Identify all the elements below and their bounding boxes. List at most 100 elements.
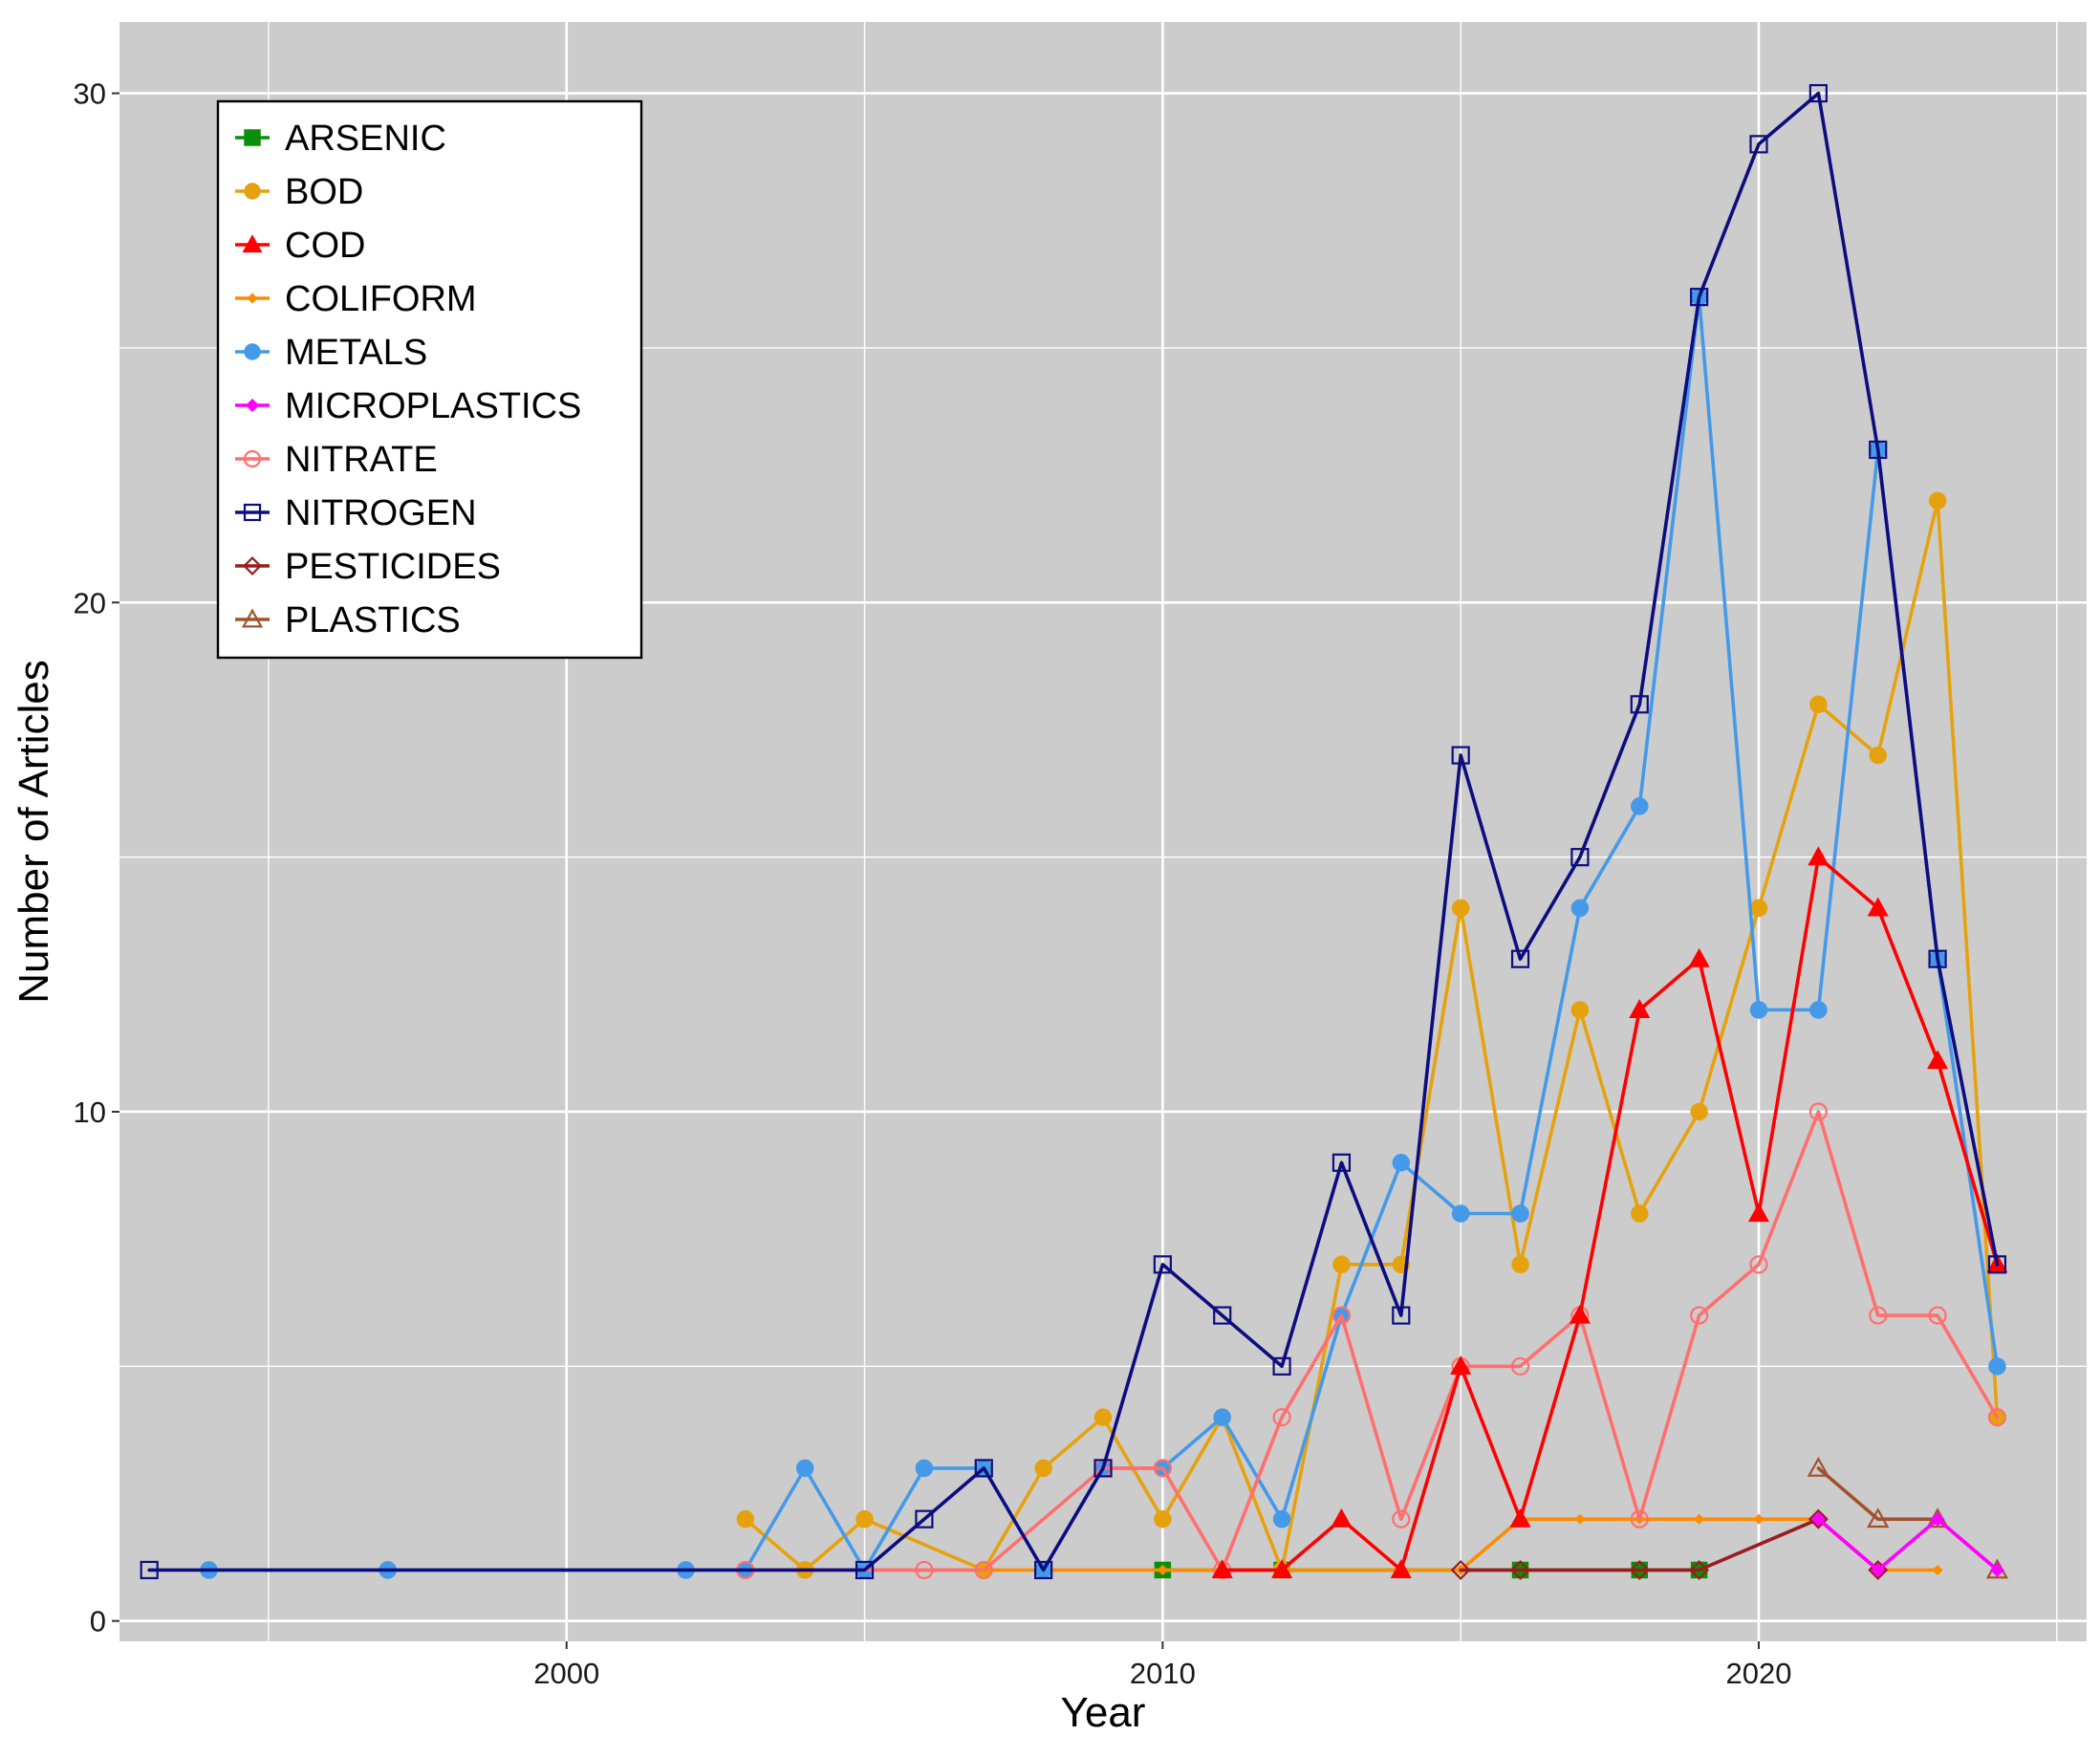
data-point-nitrogen <box>1392 1306 1411 1325</box>
data-point-bod <box>1154 1509 1172 1529</box>
x-tick-label: 2020 <box>1726 1657 1792 1690</box>
data-point-nitrogen <box>1987 1255 2007 1274</box>
series-line-microplastics <box>1816 1517 2000 1573</box>
data-point-coliform <box>1574 1513 1586 1525</box>
data-point-pesticides <box>1629 1559 1650 1580</box>
data-point-cod <box>1629 999 1651 1019</box>
data-point-nitrate <box>1331 1306 1352 1325</box>
data-point-pesticides <box>1510 1559 1531 1580</box>
axes: 2000 2010 2020 0 10 20 30 <box>74 77 1792 1690</box>
x-axis-title: Year <box>1061 1689 1146 1736</box>
data-point-nitrogen <box>140 1560 159 1580</box>
data-point-cod <box>1509 1508 1531 1528</box>
data-point-bod <box>1511 1255 1529 1274</box>
data-point-bod <box>1332 1255 1351 1274</box>
legend-marker-pesticides <box>243 556 262 575</box>
data-point-cod <box>1808 846 1829 866</box>
data-point-nitrate <box>1749 1255 1768 1274</box>
data-point-nitrate <box>1630 1509 1649 1529</box>
legend-item-coliform: COLIFORM <box>235 279 477 319</box>
data-point-metals <box>1809 1001 1828 1019</box>
data-point-bod <box>1809 695 1828 714</box>
legend-marker-cod <box>242 234 263 253</box>
legend-label-plastics: PLASTICS <box>285 600 461 640</box>
legend-item-cod: COD <box>235 226 365 266</box>
data-point-nitrate <box>1928 1306 1947 1325</box>
data-point-nitrogen <box>1510 949 1530 968</box>
data-point-cod <box>1211 1559 1233 1578</box>
legend-label-cod: COD <box>285 226 365 266</box>
data-point-nitrate <box>1153 1459 1172 1478</box>
data-point-metals <box>795 1459 814 1478</box>
data-point-cod <box>1569 1304 1591 1324</box>
data-point-bod <box>1928 491 1947 510</box>
data-point-microplastics <box>1871 1562 1886 1577</box>
data-point-plastics <box>1867 1508 1890 1529</box>
data-point-bod <box>855 1509 874 1529</box>
data-point-nitrogen <box>1690 288 1709 307</box>
x-tick-label: 2010 <box>1130 1657 1196 1690</box>
series-layer <box>140 83 2009 1580</box>
data-point-nitrate <box>1869 1306 1888 1325</box>
data-point-nitrogen <box>1272 1356 1291 1376</box>
data-point-cod <box>1450 1356 1472 1375</box>
series-microplastics <box>1810 1511 2004 1577</box>
data-point-metals <box>1213 1408 1231 1426</box>
data-point-coliform <box>1753 1513 1764 1525</box>
y-tick-label: 20 <box>74 586 106 619</box>
data-point-coliform <box>1694 1513 1705 1525</box>
legend-marker-microplastics <box>245 398 260 413</box>
data-point-bod <box>1869 746 1887 765</box>
y-tick-label: 0 <box>90 1605 106 1638</box>
data-point-metals <box>915 1459 934 1478</box>
data-point-cod <box>1271 1559 1293 1578</box>
data-point-cod <box>1390 1559 1412 1578</box>
data-point-microplastics <box>1810 1511 1826 1527</box>
legend-label-microplastics: MICROPLASTICS <box>285 386 581 426</box>
data-point-nitrogen <box>1630 695 1649 714</box>
data-point-nitrogen <box>1869 440 1888 460</box>
data-point-metals <box>1451 1204 1470 1223</box>
data-point-bod <box>1749 899 1768 918</box>
data-point-nitrogen <box>915 1509 934 1529</box>
data-point-nitrogen <box>1749 135 1768 154</box>
data-point-nitrogen <box>1451 746 1470 765</box>
data-point-bod <box>1034 1459 1052 1478</box>
data-point-nitrogen <box>1570 848 1590 867</box>
legend-item-bod: BOD <box>235 172 363 212</box>
legend-label-nitrogen: NITROGEN <box>285 493 477 533</box>
data-point-coliform <box>1932 1564 1943 1575</box>
data-point-nitrate <box>974 1560 993 1580</box>
data-point-nitrogen <box>1034 1560 1053 1580</box>
legend-item-arsenic: ARSENIC <box>235 119 446 159</box>
data-point-cod <box>1867 897 1889 917</box>
y-tick-label: 30 <box>74 77 106 111</box>
data-point-metals <box>1272 1509 1291 1529</box>
series-line-cod <box>1220 855 2000 1573</box>
legend-item-microplastics: MICROPLASTICS <box>235 386 581 426</box>
legend-item-plastics: PLASTICS <box>235 600 461 640</box>
legend-label-coliform: COLIFORM <box>285 279 477 319</box>
data-point-nitrate <box>1808 1102 1828 1121</box>
data-point-bod <box>1093 1408 1113 1426</box>
data-point-pesticides <box>1689 1559 1710 1580</box>
data-point-microplastics <box>1990 1562 2004 1577</box>
data-point-nitrogen <box>1331 1153 1352 1172</box>
y-tick-label: 10 <box>74 1095 106 1129</box>
data-point-nitrogen <box>1928 949 1947 968</box>
legend-marker-nitrate <box>243 449 262 468</box>
data-point-microplastics <box>1930 1511 1945 1527</box>
data-point-bod <box>1631 1204 1649 1223</box>
data-point-nitrogen <box>1153 1255 1172 1274</box>
series-metals <box>200 288 2006 1579</box>
data-point-metals <box>1570 899 1590 918</box>
legend-item-pesticides: PESTICIDES <box>235 547 501 587</box>
legend-marker-arsenic <box>244 129 261 146</box>
legend-item-metals: METALS <box>235 333 427 373</box>
legend-item-nitrogen: NITROGEN <box>235 493 477 533</box>
data-point-cod <box>1927 1050 1949 1070</box>
legend-box <box>216 99 643 660</box>
legend-marker-bod <box>244 183 261 200</box>
data-point-nitrate <box>1987 1408 2007 1427</box>
